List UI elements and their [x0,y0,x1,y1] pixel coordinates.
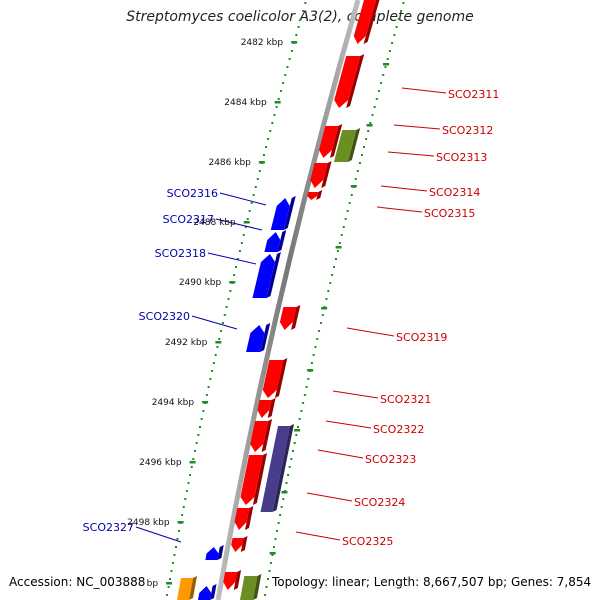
gene-sco2316 [270,196,296,230]
gene-label-sco2322: SCO2322 [373,423,424,436]
gene-sco2322 [250,419,273,452]
scale-tick-label: 2484 kbp [224,98,267,108]
leader-line [387,151,435,157]
gene-sco2313 [310,161,332,188]
scale-ticks [166,41,390,585]
scale-tick [366,124,373,127]
scale-tick-label: 2492 kbp [165,338,208,348]
leader-line [346,327,395,337]
gene-sco2327 [205,545,224,560]
gene-label-sco2324: SCO2324 [354,496,405,509]
other-feature [177,576,198,600]
scale-tick [189,461,196,464]
gene-label-sco2327: SCO2327 [83,521,134,534]
scale-tick [229,281,236,284]
ruler-track-right [264,2,405,596]
leader-line [306,492,353,502]
leader-line [207,252,257,265]
gene-sco2311 [334,54,365,108]
gene-label-sco2313: SCO2313 [436,151,487,164]
scale-tick [307,369,314,372]
gene-sco2321 [262,358,288,398]
leader-line [401,87,447,94]
scale-tick [215,341,222,344]
gene-label-sco2320: SCO2320 [139,310,190,323]
leader-line [325,420,372,429]
gene-sco2314 [307,190,323,200]
scale-tick [294,429,301,432]
genome-title: Streptomyces coelicolor A3(2), complete … [126,9,474,25]
scale-tick [350,185,357,188]
gene-label-sco2323: SCO2323 [365,453,416,466]
ruler-tracks [166,2,405,596]
scale-tick-label: 2498 kbp [127,518,170,528]
scale-tick [269,552,276,555]
gene-sco2326 [223,570,242,590]
scale-tick-label: kbp [141,579,158,589]
gene-label-sco2311: SCO2311 [448,88,499,101]
leader-line [219,192,267,206]
gene-sco2321b [257,398,276,418]
gene-sco2325 [231,536,248,552]
scale-tick [321,307,328,310]
scale-tick [383,63,390,66]
scale-tick [177,521,184,524]
gene-label-sco2317: SCO2317 [163,213,214,226]
leader-line [332,390,379,399]
scale-tick-label: 2488 kbp [193,218,236,228]
scale-tick [166,582,173,585]
chromosome-backbone [215,0,361,600]
feature-track [177,0,380,600]
leader-line [380,185,428,192]
scale-tick-label: 2486 kbp [208,158,251,168]
scale-tick [258,161,265,164]
gene-sco2328 [198,584,217,600]
scale-tick [291,41,298,44]
gene-label-sco2315: SCO2315 [424,207,475,220]
scale-tick [281,491,288,494]
scale-tick [202,401,209,404]
rna-feature-2 [240,574,262,600]
gene-sco2324 [234,506,254,530]
gene-sco2317 [264,230,287,252]
scale-tick [274,101,281,104]
rna-feature [333,128,361,162]
leader-line [215,218,263,231]
gene-sco2312 [319,124,343,158]
gene-sco2318 [252,252,281,298]
gene-label-sco2321: SCO2321 [380,393,431,406]
leader-line [317,449,364,459]
accession-text: Accession: NC_003888 [7,575,148,589]
leader-line [191,315,238,330]
gene-label-sco2325: SCO2325 [342,535,393,548]
scale-tick [335,246,342,249]
leader-line [135,526,182,543]
leader-line [393,124,441,130]
scale-tick-label: 2490 kbp [179,278,222,288]
scale-tick [243,221,250,224]
gene-label-sco2318: SCO2318 [155,247,206,260]
pseudo-feature [260,424,295,512]
gene-sco2320 [246,323,271,352]
gene-labels: 2482 kbp 2484 kbp 2486 kbp 2488 kbp 2490 kbp… [83,38,500,589]
scale-tick-label: 2494 kbp [152,398,195,408]
gene-label-sco2314: SCO2314 [429,186,480,199]
gene-sco2323 [240,453,267,505]
leader-line [376,206,423,213]
gene-label-sco2312: SCO2312 [442,124,493,137]
label-leaders [135,87,447,543]
leader-line [295,531,341,541]
genome-summary: Topology: linear; Length: 8,667,507 bp; … [270,575,594,589]
scale-tick-label: 2496 kbp [139,458,182,468]
gene-label-sco2319: SCO2319 [396,331,447,344]
gene-sco2319 [279,305,301,330]
scale-tick-label: 2482 kbp [241,38,284,48]
gene-label-sco2316: SCO2316 [167,187,218,200]
gene-sco2310 [353,0,380,44]
